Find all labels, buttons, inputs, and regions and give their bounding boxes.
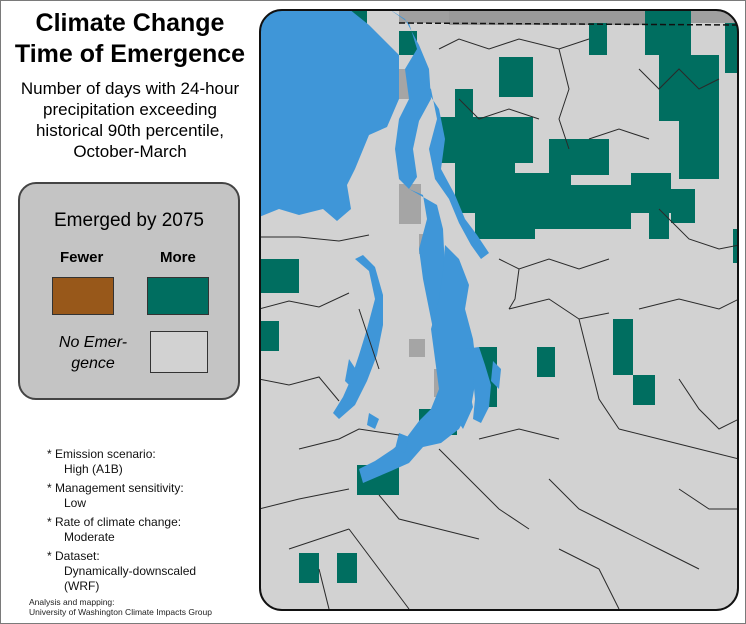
title-line-1: Climate Change bbox=[35, 9, 225, 37]
subtitle-line-4: October-March bbox=[73, 142, 187, 161]
title-line-2: Time of Emergence bbox=[14, 40, 246, 68]
puget-sound-map bbox=[259, 9, 739, 611]
note-management-sensitivity: * Management sensitivity: Low bbox=[47, 481, 184, 511]
note-dataset: * Dataset: Dynamically-downscaled (WRF) bbox=[47, 549, 196, 594]
water-bodies bbox=[260, 10, 501, 483]
note-label: * Management sensitivity: bbox=[47, 481, 184, 495]
credit-line-1: Analysis and mapping: bbox=[29, 597, 115, 607]
subtitle-line-2: precipitation exceeding bbox=[43, 100, 217, 119]
note-label: * Dataset: bbox=[47, 549, 100, 563]
legend-no-emergence-label: No Emer- gence bbox=[48, 332, 138, 374]
subtitle-line-3: historical 90th percentile, bbox=[35, 121, 225, 140]
note-label: * Rate of climate change: bbox=[47, 515, 182, 529]
legend-title: Emerged by 2075 bbox=[54, 210, 204, 231]
note-value: Moderate bbox=[64, 530, 115, 544]
legend-fewer-label: Fewer bbox=[60, 249, 104, 266]
legend-no-emergence-line-2: gence bbox=[71, 355, 115, 372]
outside-region bbox=[399, 184, 421, 224]
map-border bbox=[259, 9, 739, 611]
note-value-line-2: (WRF) bbox=[64, 579, 100, 593]
subtitle-line-1: Number of days with 24-hour bbox=[20, 79, 240, 98]
legend-no-emergence-line-1: No Emer- bbox=[58, 334, 128, 351]
note-label: * Emission scenario: bbox=[47, 447, 156, 461]
emerged-more-cells bbox=[260, 10, 738, 583]
note-value: Low bbox=[64, 496, 87, 510]
legend-more-label: More bbox=[160, 249, 196, 266]
note-value: High (A1B) bbox=[64, 462, 123, 476]
legend-box: Emerged by 2075 Fewer More No Emer- genc… bbox=[18, 182, 240, 400]
note-emission-scenario: * Emission scenario: High (A1B) bbox=[47, 447, 156, 477]
credit-line-2: University of Washington Climate Impacts… bbox=[29, 607, 212, 617]
legend-fewer-swatch bbox=[52, 277, 114, 315]
note-rate-of-change: * Rate of climate change: Moderate bbox=[47, 515, 181, 545]
credit: Analysis and mapping: University of Wash… bbox=[29, 597, 212, 617]
boundary-lines bbox=[260, 38, 738, 610]
international-border bbox=[398, 22, 738, 26]
legend-more-swatch bbox=[147, 277, 209, 315]
legend-no-emergence-swatch bbox=[150, 331, 208, 373]
outside-region bbox=[449, 10, 649, 25]
note-value-line-1: Dynamically-downscaled bbox=[64, 564, 197, 578]
outside-region bbox=[409, 339, 425, 357]
